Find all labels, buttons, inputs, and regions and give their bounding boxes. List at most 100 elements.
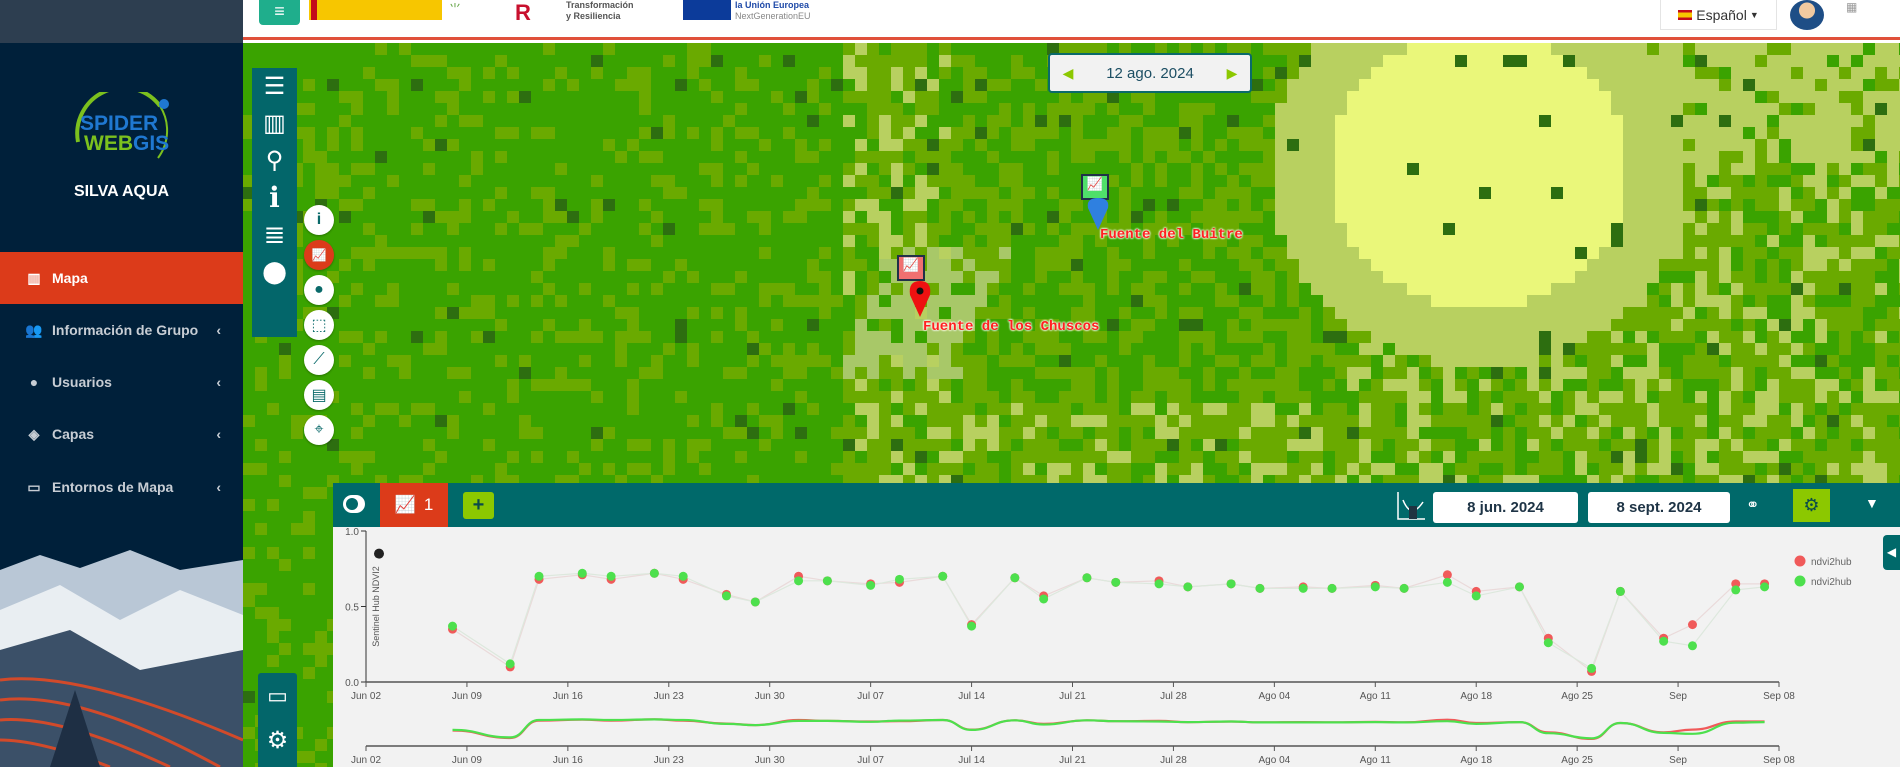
chart-tab-1[interactable]: 📈 1: [380, 483, 448, 527]
sidebar-item-informacion-de-grupo[interactable]: 👥 Información de Grupo ‹: [0, 304, 243, 356]
sidebar-top-bar: [0, 0, 243, 43]
data-point: [678, 571, 688, 581]
tab-count: 1: [423, 495, 434, 514]
brush-x-tick-label: Ago 11: [1360, 755, 1391, 766]
data-point: [938, 571, 948, 581]
info-tool-button[interactable]: i: [304, 205, 334, 235]
chart-marker-icon[interactable]: 📈: [897, 255, 925, 281]
settings-button[interactable]: ⚙: [1793, 489, 1830, 522]
data-point: [606, 571, 616, 581]
sidebar-item-usuarios[interactable]: ● Usuarios ‹: [0, 356, 243, 408]
data-point: [1039, 594, 1049, 604]
x-tick-label: Jun 23: [654, 691, 684, 702]
data-point: [1327, 583, 1337, 593]
data-point: [1111, 577, 1121, 587]
brush-x-tick-label: Ago 25: [1561, 755, 1593, 766]
sidebar-item-entornos-de-mapa[interactable]: ▭ Entornos de Mapa ‹: [0, 461, 243, 513]
data-point: [1687, 620, 1697, 630]
sidebar-item-label: Entornos de Mapa: [52, 479, 174, 495]
end-date-field[interactable]: 8 sept. 2024: [1588, 492, 1730, 523]
user-avatar[interactable]: [1790, 0, 1824, 30]
collapse-panel-icon[interactable]: ▼: [1865, 495, 1879, 511]
compare-icon[interactable]: ⚭: [1746, 497, 1760, 514]
chevron-left-icon: ‹: [216, 479, 221, 495]
data-point: [721, 591, 731, 601]
locate-tool-button[interactable]: ⌖: [304, 415, 334, 445]
chart-icon: 📈: [394, 495, 416, 514]
chevron-left-icon: ‹: [216, 374, 221, 390]
eu-line2: NextGenerationEU: [735, 11, 811, 21]
next-date-button[interactable]: ▶: [1226, 64, 1238, 81]
x-tick-label: Jun 30: [755, 691, 785, 702]
caret-down-icon: ▼: [1749, 9, 1759, 20]
map-environment-icon[interactable]: ▭: [267, 683, 288, 708]
sidebar-item-label: Usuarios: [52, 374, 112, 390]
data-point: [1183, 582, 1193, 592]
brush-x-tick-label: Jul 28: [1160, 755, 1187, 766]
users-icon: 👥: [25, 321, 43, 338]
info-icon[interactable]: i: [269, 181, 280, 214]
brush-x-tick-label: Jun 09: [452, 755, 482, 766]
series-toggle-dot: [374, 548, 384, 559]
x-tick-label: Jul 14: [958, 691, 985, 702]
location-pin-icon[interactable]: [1086, 198, 1110, 230]
series-line: [452, 572, 1765, 673]
x-tick-label: Jun 16: [553, 691, 583, 702]
chevron-left-icon: ‹: [216, 322, 221, 338]
x-tick-label: Jul 21: [1059, 691, 1086, 702]
data-point: [649, 568, 659, 578]
brush-x-tick-label: Jul 14: [958, 755, 985, 766]
measure-tool-button[interactable]: ⟋: [304, 345, 334, 375]
chart-marker-icon[interactable]: 📈: [1081, 174, 1109, 200]
data-point: [1226, 579, 1236, 589]
data-point: [866, 580, 876, 590]
marker-label: Fuente del Buitre: [1100, 227, 1243, 243]
search-icon[interactable]: ⚲: [265, 147, 284, 174]
brush-series-line: [452, 718, 1765, 740]
data-point: [1731, 585, 1741, 595]
legend-marker: [1794, 575, 1806, 587]
date-navigator: ◀ 12 ago. 2024 ▶: [1048, 53, 1252, 93]
menu-toggle-button[interactable]: ≡: [259, 0, 300, 25]
legend-label: ndvi2hub: [1811, 557, 1852, 568]
language-dropdown[interactable]: Español ▼: [1660, 0, 1777, 30]
y-tick-label: 1.0: [345, 527, 359, 538]
top-header: ≡ ⺌ R Transformación y Resiliencia la Uni…: [243, 0, 1900, 40]
map-icon: ▥: [27, 269, 41, 286]
prtr-text: Transformación y Resiliencia: [566, 0, 634, 22]
panel-toggle[interactable]: [343, 495, 365, 513]
layers-icon: ◈: [28, 425, 40, 442]
data-point: [577, 568, 587, 578]
list-icon[interactable]: ≣: [263, 219, 286, 249]
sidebar-item-label: Capas: [52, 426, 95, 442]
prev-date-button[interactable]: ◀: [1062, 64, 1074, 81]
layers-icon[interactable]: ☰: [263, 73, 286, 100]
data-point: [750, 597, 760, 607]
chart-range-icon[interactable]: [1395, 490, 1427, 522]
x-tick-label: Ago 04: [1259, 691, 1291, 702]
data-point: [1760, 582, 1770, 592]
data-point: [822, 576, 832, 586]
map-icon[interactable]: ▥: [263, 110, 286, 137]
legend-tool-button[interactable]: ▤: [304, 380, 334, 410]
data-point: [1370, 582, 1380, 592]
select-area-tool-button[interactable]: ⬚: [304, 310, 334, 340]
sidebar-item-capas[interactable]: ◈ Capas ‹: [0, 408, 243, 460]
chart-tool-button[interactable]: 📈: [304, 240, 334, 270]
calendar-icon[interactable]: ▦: [1846, 0, 1858, 14]
sidebar-item-mapa[interactable]: ▥ Mapa: [0, 252, 243, 304]
location-pin-icon[interactable]: [908, 281, 932, 317]
location-pin-icon[interactable]: ⬤: [262, 258, 287, 284]
brush-x-tick-label: Jun 02: [351, 755, 381, 766]
spider-webgis-logo: SPIDER WEBGIS: [75, 92, 169, 159]
start-date-field[interactable]: 8 jun. 2024: [1433, 492, 1578, 523]
brush-x-tick-label: Jul 07: [857, 755, 884, 766]
gear-icon[interactable]: ⚙: [266, 727, 289, 754]
x-tick-label: Jul 28: [1160, 691, 1187, 702]
language-label: Español: [1696, 6, 1747, 23]
data-point: [967, 621, 977, 631]
side-panel-toggle[interactable]: ◀: [1883, 535, 1900, 570]
svg-text:SPIDER: SPIDER: [80, 112, 158, 135]
marker-tool-button[interactable]: ●: [304, 275, 334, 305]
add-chart-button[interactable]: +: [463, 492, 494, 519]
